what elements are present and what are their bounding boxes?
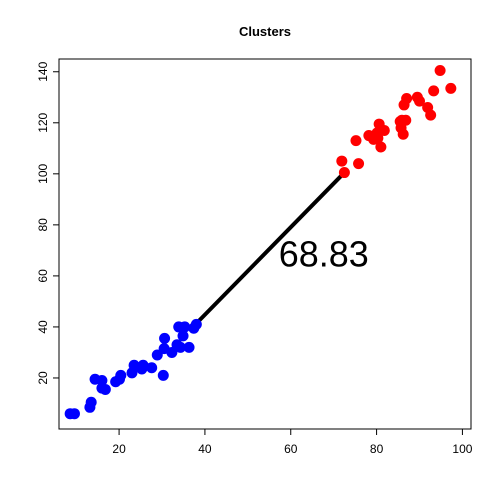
y-tick-label: 140 bbox=[36, 61, 50, 81]
blue-cluster-point bbox=[137, 359, 149, 371]
blue-cluster-point bbox=[85, 396, 97, 408]
y-tick-label: 20 bbox=[36, 371, 50, 385]
y-tick-label: 100 bbox=[36, 163, 50, 183]
red-cluster-point bbox=[338, 167, 350, 179]
blue-cluster-point bbox=[68, 408, 80, 420]
x-tick-label: 40 bbox=[198, 442, 212, 456]
red-cluster-point bbox=[414, 95, 425, 107]
distance-segment bbox=[192, 171, 346, 328]
red-cluster-point bbox=[397, 128, 409, 140]
x-tick-label: 80 bbox=[370, 442, 384, 456]
blue-cluster-point bbox=[115, 369, 127, 381]
blue-cluster-point bbox=[190, 318, 202, 330]
red-cluster-point bbox=[378, 124, 390, 136]
blue-cluster-point bbox=[96, 375, 108, 387]
red-cluster-point bbox=[425, 109, 437, 121]
blue-cluster-point bbox=[159, 332, 171, 344]
red-cluster-point bbox=[400, 114, 412, 126]
red-cluster-point bbox=[353, 158, 365, 170]
chart-title: Clusters bbox=[239, 24, 291, 39]
y-tick-label: 60 bbox=[36, 269, 50, 283]
red-cluster-point bbox=[375, 141, 387, 153]
x-tick-label: 100 bbox=[452, 442, 472, 456]
red-cluster-point bbox=[350, 135, 362, 147]
x-tick-label: 60 bbox=[284, 442, 298, 456]
blue-cluster-point bbox=[183, 341, 195, 353]
blue-cluster-point bbox=[157, 369, 169, 381]
blue-cluster-point bbox=[146, 362, 158, 374]
axes: 20 40 60 80 100 20 40 60 80 100 120 140 bbox=[36, 61, 473, 456]
red-cluster-point bbox=[336, 155, 348, 167]
x-tick-label: 20 bbox=[112, 442, 126, 456]
blue-cluster-point bbox=[99, 383, 111, 395]
y-tick-label: 80 bbox=[36, 218, 50, 232]
data-marks bbox=[64, 64, 457, 420]
red-cluster-point bbox=[445, 82, 457, 94]
red-cluster-point bbox=[428, 85, 440, 97]
blue-cluster-point bbox=[177, 330, 189, 342]
plot-frame bbox=[58, 58, 472, 430]
red-cluster-point bbox=[401, 93, 413, 105]
blue-cluster-point bbox=[174, 341, 186, 353]
distance-annotation: 68.83 bbox=[279, 234, 369, 275]
red-cluster-point bbox=[434, 64, 446, 76]
y-tick-label: 120 bbox=[36, 112, 50, 132]
red-cluster-point bbox=[372, 132, 384, 144]
blue-cluster-point bbox=[179, 321, 191, 333]
y-tick-label: 40 bbox=[36, 320, 50, 334]
